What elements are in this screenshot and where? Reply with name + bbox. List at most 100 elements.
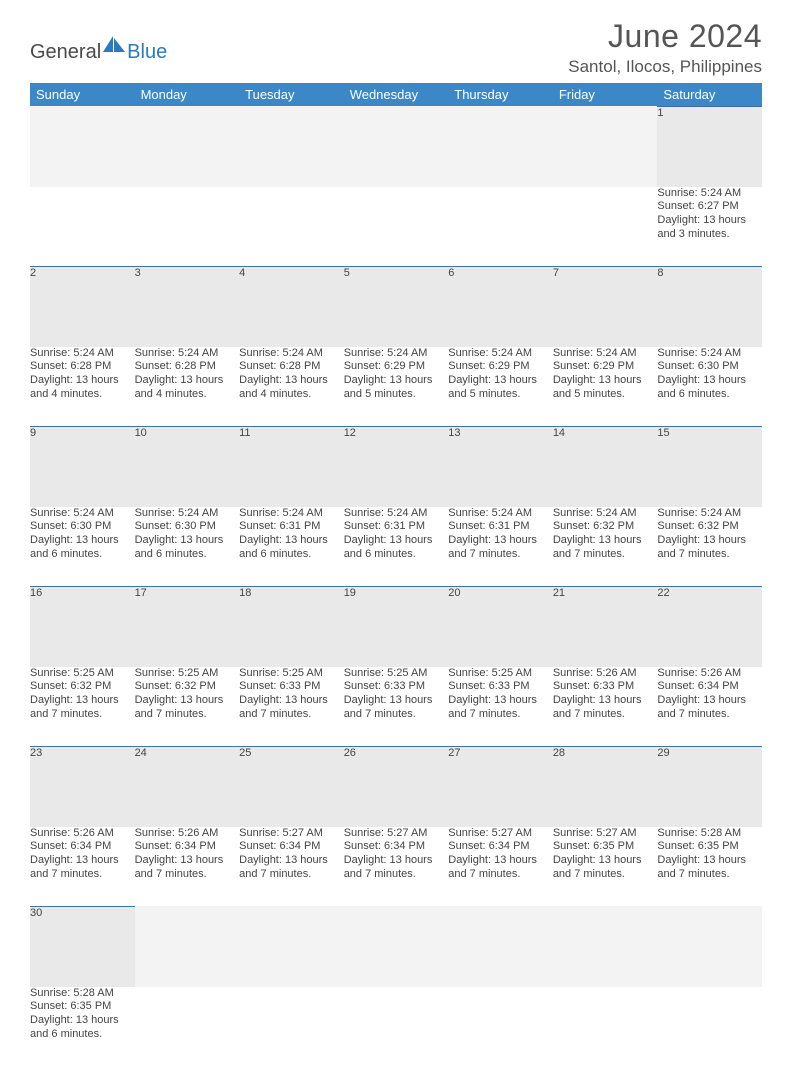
day-number-cell: 25 <box>239 747 344 827</box>
day-number-row: 1 <box>30 107 762 187</box>
day-number-cell: 4 <box>239 267 344 347</box>
day-detail-cell: Sunrise: 5:25 AMSunset: 6:32 PMDaylight:… <box>30 667 135 747</box>
day-detail-cell: Sunrise: 5:27 AMSunset: 6:35 PMDaylight:… <box>553 827 658 907</box>
day-number-cell: 6 <box>448 267 553 347</box>
sunrise-line: Sunrise: 5:24 AM <box>135 507 240 521</box>
weekday-header: Sunday <box>30 83 135 107</box>
location-subtitle: Santol, Ilocos, Philippines <box>568 57 762 77</box>
day-number-cell: 11 <box>239 427 344 507</box>
sunset-line: Sunset: 6:32 PM <box>30 680 135 694</box>
daylight-line: Daylight: 13 hours and 5 minutes. <box>553 374 658 402</box>
daylight-line: Daylight: 13 hours and 4 minutes. <box>135 374 240 402</box>
day-number-cell <box>448 907 553 987</box>
sunrise-line: Sunrise: 5:24 AM <box>448 347 553 361</box>
sunrise-line: Sunrise: 5:24 AM <box>657 347 762 361</box>
daylight-line: Daylight: 13 hours and 6 minutes. <box>135 534 240 562</box>
daylight-line: Daylight: 13 hours and 7 minutes. <box>448 854 553 882</box>
sunrise-line: Sunrise: 5:24 AM <box>553 507 658 521</box>
day-detail-cell <box>553 187 658 267</box>
day-detail-cell: Sunrise: 5:24 AMSunset: 6:28 PMDaylight:… <box>239 347 344 427</box>
day-detail-cell: Sunrise: 5:26 AMSunset: 6:34 PMDaylight:… <box>30 827 135 907</box>
day-number-row: 30 <box>30 907 762 987</box>
sunrise-line: Sunrise: 5:24 AM <box>553 347 658 361</box>
day-number-cell: 21 <box>553 587 658 667</box>
daylight-line: Daylight: 13 hours and 7 minutes. <box>553 534 658 562</box>
sunset-line: Sunset: 6:30 PM <box>30 520 135 534</box>
calendar-table: Sunday Monday Tuesday Wednesday Thursday… <box>30 83 762 1067</box>
day-number-cell: 16 <box>30 587 135 667</box>
day-detail-cell <box>344 987 449 1067</box>
sunrise-line: Sunrise: 5:24 AM <box>239 347 344 361</box>
day-detail-cell: Sunrise: 5:27 AMSunset: 6:34 PMDaylight:… <box>239 827 344 907</box>
daylight-line: Daylight: 13 hours and 7 minutes. <box>448 694 553 722</box>
daylight-line: Daylight: 13 hours and 3 minutes. <box>657 214 762 242</box>
day-detail-cell: Sunrise: 5:24 AMSunset: 6:30 PMDaylight:… <box>135 507 240 587</box>
day-number-cell: 8 <box>657 267 762 347</box>
day-number-cell <box>553 107 658 187</box>
daylight-line: Daylight: 13 hours and 5 minutes. <box>448 374 553 402</box>
daylight-line: Daylight: 13 hours and 6 minutes. <box>30 534 135 562</box>
day-number-cell: 19 <box>344 587 449 667</box>
month-title: June 2024 <box>568 18 762 55</box>
brand-part1: General <box>30 41 101 64</box>
sunrise-line: Sunrise: 5:24 AM <box>448 507 553 521</box>
sunset-line: Sunset: 6:28 PM <box>135 360 240 374</box>
sunset-line: Sunset: 6:33 PM <box>448 680 553 694</box>
sunset-line: Sunset: 6:30 PM <box>657 360 762 374</box>
weekday-header: Tuesday <box>239 83 344 107</box>
daylight-line: Daylight: 13 hours and 6 minutes. <box>239 534 344 562</box>
day-number-cell <box>239 907 344 987</box>
day-number-cell <box>30 107 135 187</box>
day-number-cell: 24 <box>135 747 240 827</box>
calendar-body: 1Sunrise: 5:24 AMSunset: 6:27 PMDaylight… <box>30 107 762 1067</box>
day-detail-cell: Sunrise: 5:28 AMSunset: 6:35 PMDaylight:… <box>657 827 762 907</box>
daylight-line: Daylight: 13 hours and 7 minutes. <box>657 854 762 882</box>
daylight-line: Daylight: 13 hours and 7 minutes. <box>239 694 344 722</box>
sunrise-line: Sunrise: 5:24 AM <box>657 187 762 201</box>
day-detail-cell: Sunrise: 5:24 AMSunset: 6:29 PMDaylight:… <box>344 347 449 427</box>
sunrise-line: Sunrise: 5:27 AM <box>553 827 658 841</box>
sunset-line: Sunset: 6:32 PM <box>553 520 658 534</box>
daylight-line: Daylight: 13 hours and 4 minutes. <box>239 374 344 402</box>
day-number-cell: 12 <box>344 427 449 507</box>
sunset-line: Sunset: 6:28 PM <box>30 360 135 374</box>
day-number-cell: 15 <box>657 427 762 507</box>
sunset-line: Sunset: 6:34 PM <box>30 840 135 854</box>
brand-part2: Blue <box>127 41 167 64</box>
day-detail-row: Sunrise: 5:26 AMSunset: 6:34 PMDaylight:… <box>30 827 762 907</box>
day-detail-cell: Sunrise: 5:24 AMSunset: 6:30 PMDaylight:… <box>30 507 135 587</box>
day-detail-cell: Sunrise: 5:24 AMSunset: 6:29 PMDaylight:… <box>553 347 658 427</box>
sunrise-line: Sunrise: 5:28 AM <box>657 827 762 841</box>
title-block: June 2024 Santol, Ilocos, Philippines <box>568 18 762 77</box>
daylight-line: Daylight: 13 hours and 7 minutes. <box>344 694 449 722</box>
daylight-line: Daylight: 13 hours and 6 minutes. <box>344 534 449 562</box>
sunrise-line: Sunrise: 5:24 AM <box>657 507 762 521</box>
day-detail-cell: Sunrise: 5:25 AMSunset: 6:32 PMDaylight:… <box>135 667 240 747</box>
day-number-cell <box>239 107 344 187</box>
sunset-line: Sunset: 6:35 PM <box>657 840 762 854</box>
sunrise-line: Sunrise: 5:25 AM <box>135 667 240 681</box>
day-detail-cell <box>135 987 240 1067</box>
day-number-cell: 20 <box>448 587 553 667</box>
day-detail-cell: Sunrise: 5:25 AMSunset: 6:33 PMDaylight:… <box>448 667 553 747</box>
daylight-line: Daylight: 13 hours and 7 minutes. <box>448 534 553 562</box>
daylight-line: Daylight: 13 hours and 7 minutes. <box>30 694 135 722</box>
weekday-header: Thursday <box>448 83 553 107</box>
day-number-cell: 27 <box>448 747 553 827</box>
weekday-header: Wednesday <box>344 83 449 107</box>
day-detail-cell: Sunrise: 5:24 AMSunset: 6:29 PMDaylight:… <box>448 347 553 427</box>
sunset-line: Sunset: 6:35 PM <box>553 840 658 854</box>
day-detail-cell: Sunrise: 5:24 AMSunset: 6:32 PMDaylight:… <box>657 507 762 587</box>
sunrise-line: Sunrise: 5:25 AM <box>239 667 344 681</box>
sunrise-line: Sunrise: 5:25 AM <box>30 667 135 681</box>
daylight-line: Daylight: 13 hours and 7 minutes. <box>657 534 762 562</box>
day-detail-cell <box>239 187 344 267</box>
day-detail-cell: Sunrise: 5:25 AMSunset: 6:33 PMDaylight:… <box>239 667 344 747</box>
sunset-line: Sunset: 6:29 PM <box>448 360 553 374</box>
day-number-cell <box>135 907 240 987</box>
sunrise-line: Sunrise: 5:27 AM <box>239 827 344 841</box>
sunset-line: Sunset: 6:34 PM <box>448 840 553 854</box>
day-number-cell: 1 <box>657 107 762 187</box>
day-number-cell: 28 <box>553 747 658 827</box>
day-number-cell: 23 <box>30 747 135 827</box>
